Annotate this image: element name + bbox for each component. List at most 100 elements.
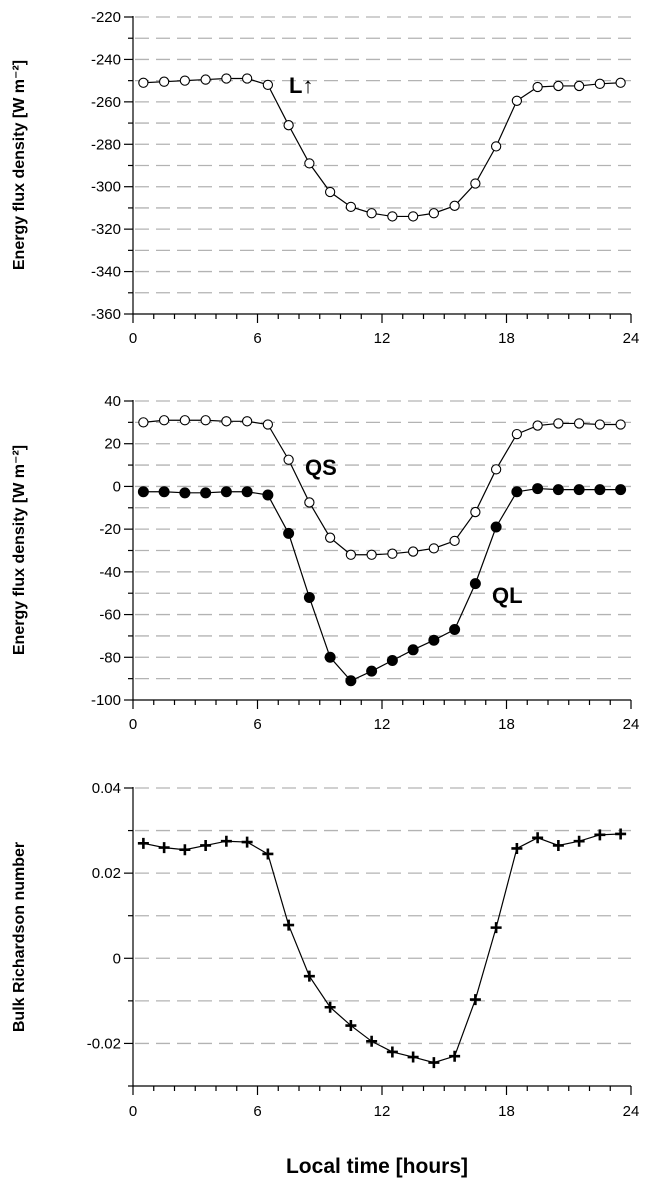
data-point (200, 415, 211, 426)
data-point (200, 487, 212, 499)
x-tick-label: 0 (129, 1103, 137, 1120)
x-tick-label: 18 (498, 1103, 515, 1120)
y-tick-label: 40 (104, 393, 121, 410)
data-point (304, 497, 315, 508)
x-tick-label: 12 (374, 716, 391, 733)
data-point (158, 415, 170, 426)
data-point (449, 200, 460, 211)
data-point (615, 77, 626, 88)
x-tick-label: 6 (253, 716, 261, 733)
panel-upwelling-longwave: -220 -240 -260 -280 -300 -320 -340 -360 0 6 12 18 24… (11, 9, 639, 347)
x-tick-label: 0 (129, 330, 137, 347)
y-tick-label: -260 (91, 94, 121, 111)
data-point (158, 76, 170, 87)
data-point (262, 419, 274, 430)
data-point (407, 546, 419, 557)
y-tick-label: -300 (91, 179, 121, 196)
data-point (532, 81, 543, 93)
data-point (553, 418, 564, 429)
panel-bulk-richardson: 0.04 0.02 0 -0.02 0 6 12 18 24 Bulk Richardson nu… (11, 780, 639, 1120)
data-point (428, 1057, 440, 1069)
data-point (262, 848, 274, 860)
data-point (324, 1001, 336, 1013)
data-point (469, 994, 481, 1006)
x-tick-label: 18 (498, 330, 515, 347)
y-tick-label: 0.02 (92, 865, 121, 882)
data-point (200, 839, 212, 851)
data-point (594, 829, 606, 841)
x-tick-label: 18 (498, 716, 515, 733)
data-point (220, 486, 232, 498)
data-point (283, 527, 295, 539)
x-tick-label: 6 (253, 1103, 261, 1120)
series-line (143, 77, 621, 218)
data-point (594, 78, 606, 89)
data-point (345, 549, 357, 560)
data-point (179, 75, 191, 86)
data-point (324, 651, 336, 663)
data-point (573, 835, 585, 847)
data-point (573, 80, 585, 92)
y-tick-label: -100 (91, 692, 121, 709)
data-point (221, 416, 232, 427)
data-point (262, 489, 274, 501)
y-tick-label: 0.04 (92, 780, 121, 797)
data-point (449, 535, 460, 547)
y-tick-label: -280 (91, 136, 121, 153)
data-point (511, 486, 523, 498)
data-point (511, 428, 523, 440)
x-tick-label: 24 (623, 330, 640, 347)
data-point (345, 201, 357, 213)
panel-sensible-latent-heat: 40 20 0 -20 -40 -60 -80 -100 0 6 12 18 24 Energy flux… (11, 393, 639, 733)
x-tick-label: 6 (253, 330, 261, 347)
y-tick-label: 0 (113, 478, 121, 495)
data-point (303, 970, 315, 982)
y-tick-label: -360 (91, 306, 121, 323)
data-point (387, 548, 398, 559)
data-point (511, 842, 523, 854)
series-line (143, 419, 621, 556)
data-point (428, 208, 440, 219)
data-point (573, 484, 585, 496)
data-point (428, 634, 440, 646)
data-point (241, 73, 253, 84)
data-point (262, 79, 274, 91)
data-point (470, 178, 481, 189)
data-point (303, 591, 315, 603)
data-point (532, 483, 544, 495)
data-point (158, 842, 170, 854)
data-point (615, 828, 627, 840)
x-tick-label: 24 (623, 1103, 640, 1120)
data-point (137, 486, 149, 498)
data-point (179, 844, 191, 856)
data-point (490, 464, 502, 475)
y-tick-label: 0 (113, 950, 121, 967)
data-point (469, 578, 481, 590)
data-point (241, 486, 253, 498)
data-point (594, 484, 606, 496)
data-point (345, 675, 357, 687)
data-point (552, 484, 564, 496)
series-line (143, 487, 621, 682)
data-point (283, 120, 294, 131)
data-point (324, 532, 336, 543)
y-tick-label: -0.02 (87, 1035, 121, 1052)
data-point (241, 416, 253, 427)
data-point (407, 211, 419, 222)
data-point (366, 208, 377, 219)
data-point (615, 419, 626, 430)
series-line (143, 833, 621, 1064)
data-point (386, 1046, 398, 1058)
series-label: QL (492, 583, 523, 608)
data-point (220, 835, 232, 847)
data-point (283, 919, 295, 931)
x-tick-label: 0 (129, 716, 137, 733)
x-tick-label: 12 (374, 1103, 391, 1120)
data-point (179, 415, 191, 426)
data-point (449, 1050, 461, 1062)
data-point (179, 487, 191, 499)
data-point (532, 420, 543, 431)
y-tick-label: -340 (91, 264, 121, 281)
y-axis-title: Energy flux density [W m⁻²] (11, 60, 28, 270)
y-tick-label: -220 (91, 9, 121, 26)
